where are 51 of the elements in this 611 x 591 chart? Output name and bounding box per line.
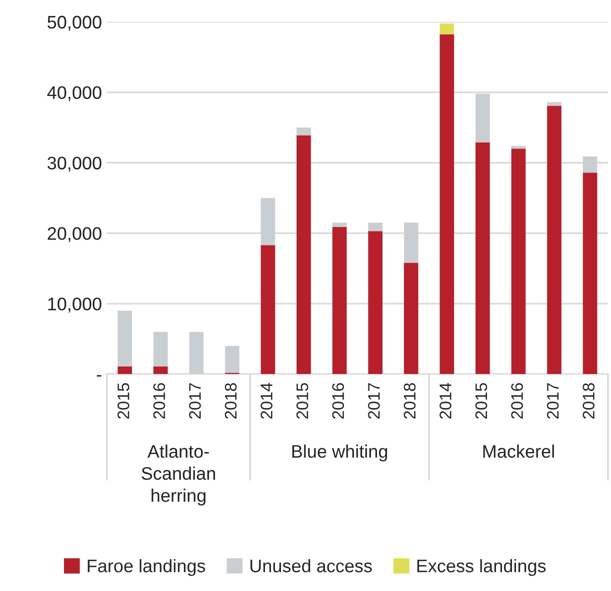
bar: [476, 94, 490, 142]
bar: [440, 34, 454, 374]
bar: [332, 222, 347, 227]
x-tick-label: 2015: [117, 383, 130, 419]
x-tick-label: 2015: [475, 383, 488, 419]
bar: [332, 226, 347, 374]
bar: [547, 106, 562, 374]
x-tick-label: 2014: [260, 382, 272, 419]
bar: [260, 198, 276, 246]
bar: [153, 366, 168, 374]
x-tick-label: 2017: [546, 383, 559, 419]
x-tick-label: 2017: [189, 383, 201, 419]
legend-label: Faroe landings: [88, 559, 206, 576]
x-tick-label: 2017: [368, 383, 380, 419]
bar: [582, 172, 598, 374]
x-tick-label: 2018: [404, 383, 416, 419]
y-tick-label: 20,000: [48, 227, 102, 242]
bar: [118, 310, 132, 366]
bar: [296, 135, 311, 374]
bar: [476, 142, 490, 374]
legend-label: Excess landings: [417, 559, 546, 576]
x-tick-label: 2015: [296, 383, 308, 419]
legend-label: Unused access: [250, 559, 372, 572]
y-tick-label: 40,000: [47, 86, 102, 102]
bar: [404, 262, 418, 374]
x-tick-label: 2018: [224, 383, 237, 419]
bar: [225, 346, 240, 373]
text: Atlanto- Scandian herring: [142, 444, 215, 506]
x-tick-label: 2018: [582, 383, 595, 419]
bar: [404, 222, 418, 263]
bar: [189, 332, 204, 374]
y-tick-label: 10,000: [48, 298, 102, 313]
x-tick-label: 2016: [332, 383, 344, 419]
bar: [118, 366, 132, 374]
x-tick-label: 2016: [511, 383, 523, 419]
text: Blue whiting: [292, 444, 388, 462]
y-tick-label: 50,000: [48, 16, 102, 31]
bar: [511, 148, 526, 374]
bar: [368, 231, 382, 374]
x-tick-label: 2014: [440, 382, 452, 419]
bar: [547, 102, 562, 106]
bar: [582, 156, 598, 173]
bar: [440, 24, 454, 34]
y-tick-label: 30,000: [48, 156, 102, 172]
bar: [153, 332, 168, 366]
text: Mackerel: [483, 444, 554, 458]
bar: [368, 222, 382, 232]
x-tick-label: 2016: [153, 383, 166, 419]
bar: [260, 245, 276, 374]
bar: [296, 128, 311, 136]
y-tick-label: -: [96, 375, 102, 377]
